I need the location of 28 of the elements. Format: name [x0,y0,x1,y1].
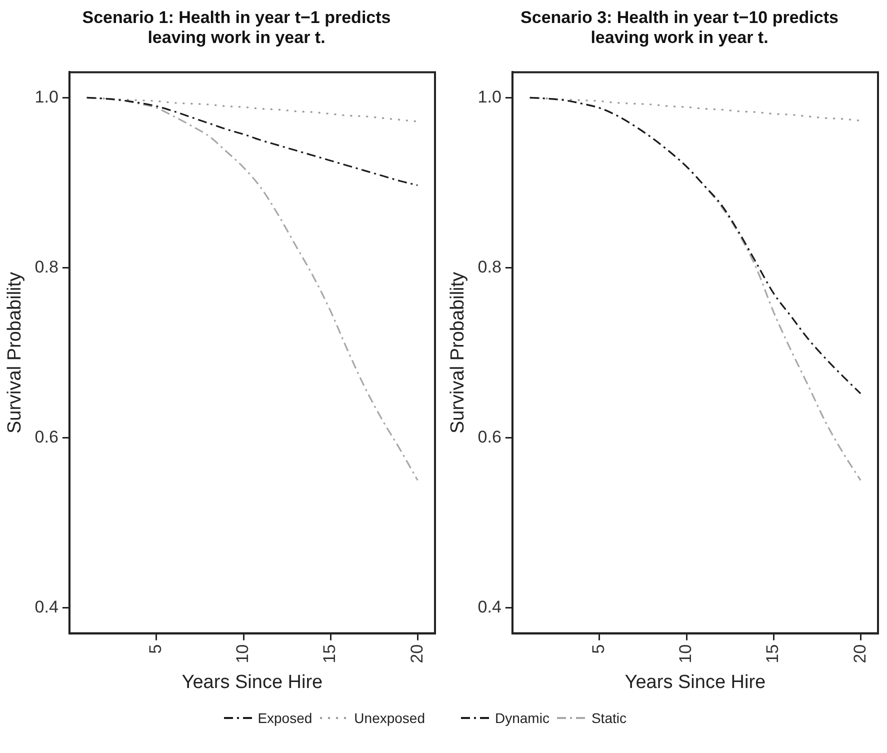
legend-label: Unexposed [354,710,425,726]
chart-title: Scenario 3: Health in year t−10 predicts leaving work in year t. [520,7,840,49]
x-tick-label: 20 [850,644,870,664]
x-tick-label: 5 [589,644,608,654]
y-tick-label: 1.0 [34,87,58,106]
legend-label: Exposed [258,710,312,726]
y-tick-label: 0.6 [478,427,502,446]
y-tick-label: 0.8 [34,257,58,276]
legend-label: Static [591,710,626,726]
x-tick-label: 15 [763,644,782,664]
y-axis-title: Survival Probability [4,271,26,434]
line-series [529,96,862,394]
chart-title: Scenario 1: Health in year t−1 predicts leaving work in year t. [81,7,392,49]
x-axis-title: Years Since Hire [182,672,323,693]
x-tick-label: 20 [407,644,426,664]
line-series [86,96,418,186]
x-tick-label: 15 [320,644,340,664]
y-tick-label: 0.4 [34,597,58,616]
x-tick-label: 10 [233,644,252,664]
x-axis-title: Years Since Hire [624,672,766,693]
x-tick-label: 5 [146,644,166,654]
x-tick-label: 10 [676,644,696,664]
legend-label: Dynamic [495,710,550,726]
y-tick-label: 0.6 [34,427,58,446]
y-tick-label: 0.4 [478,597,502,616]
y-axis-title: Survival Probability [448,271,469,434]
y-tick-label: 1.0 [478,87,502,106]
y-tick-label: 0.8 [478,257,502,276]
